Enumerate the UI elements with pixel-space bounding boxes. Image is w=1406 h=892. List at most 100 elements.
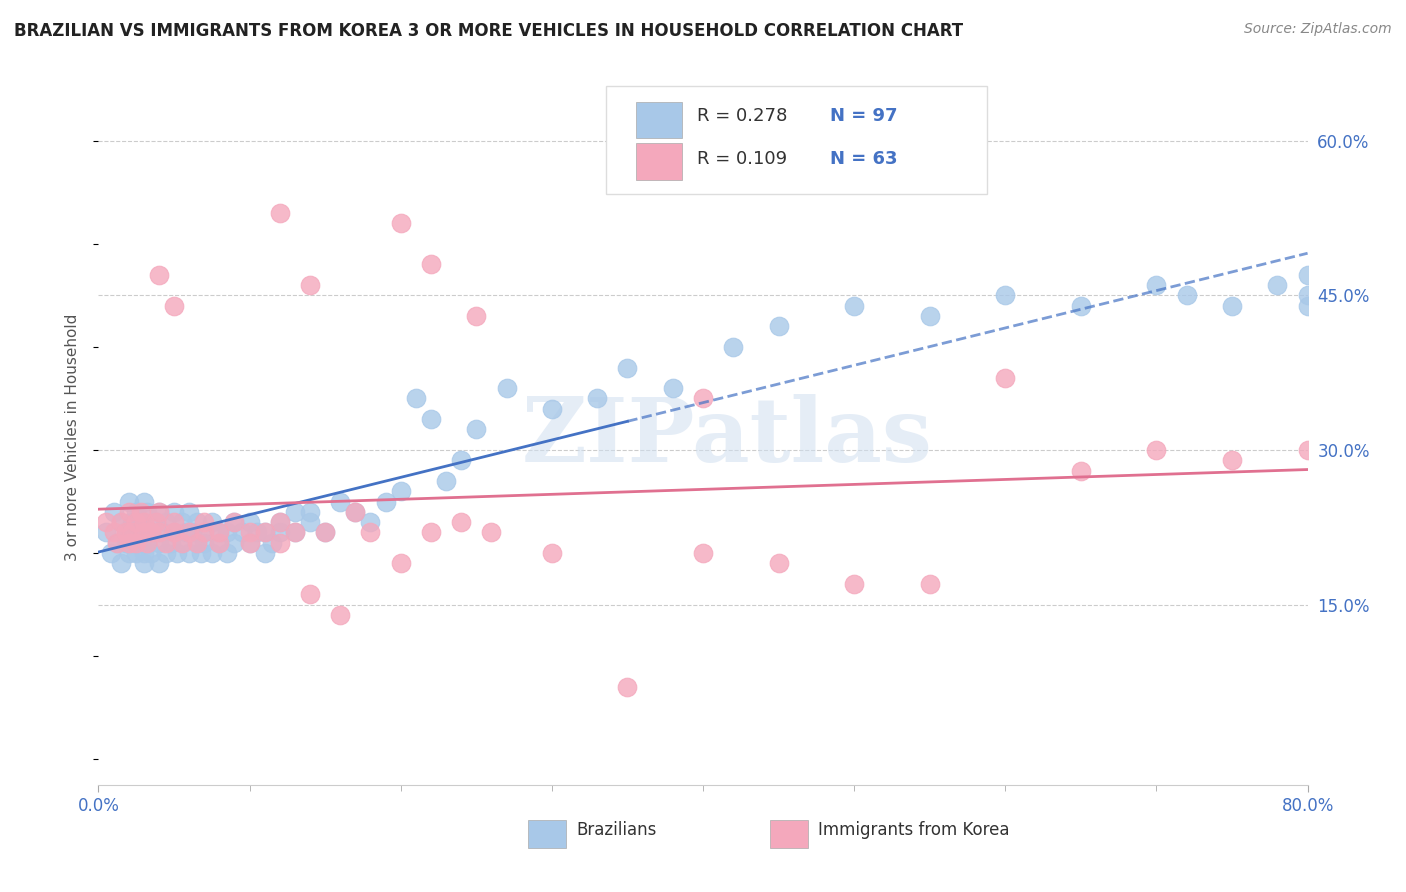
Point — [239, 525, 262, 540]
Point — [121, 525, 143, 540]
Point — [450, 453, 472, 467]
Point — [129, 515, 152, 529]
Point — [723, 340, 745, 354]
Point — [224, 535, 246, 549]
Point — [389, 484, 412, 499]
Point — [132, 494, 155, 508]
Point — [208, 525, 231, 540]
Point — [125, 515, 148, 529]
Point — [269, 206, 291, 220]
Point — [148, 505, 170, 519]
Point — [420, 257, 443, 271]
Point — [616, 360, 638, 375]
Point — [1175, 288, 1198, 302]
Point — [135, 505, 157, 519]
Point — [1070, 464, 1092, 478]
Point — [110, 515, 132, 529]
Point — [118, 535, 141, 549]
Point — [918, 577, 941, 591]
Point — [1220, 453, 1243, 467]
Point — [193, 525, 215, 540]
Point — [179, 525, 201, 540]
Point — [179, 546, 201, 560]
Point — [118, 494, 141, 508]
Point — [239, 535, 262, 549]
Point — [314, 525, 336, 540]
Point — [284, 525, 307, 540]
Point — [239, 535, 262, 549]
Y-axis label: 3 or more Vehicles in Household: 3 or more Vehicles in Household — [65, 313, 80, 561]
Point — [148, 535, 170, 549]
Point — [1296, 268, 1319, 282]
Point — [616, 680, 638, 694]
Point — [314, 525, 336, 540]
Point — [94, 515, 117, 529]
Point — [105, 535, 128, 549]
Point — [844, 299, 866, 313]
Point — [465, 422, 488, 436]
Point — [186, 535, 208, 549]
Point — [174, 525, 197, 540]
Point — [215, 525, 238, 540]
Point — [389, 216, 412, 230]
FancyBboxPatch shape — [637, 102, 682, 138]
Point — [163, 525, 186, 540]
Point — [145, 515, 167, 529]
Point — [132, 546, 155, 560]
Point — [224, 515, 246, 529]
Point — [253, 525, 276, 540]
Point — [94, 525, 117, 540]
Point — [208, 535, 231, 549]
Point — [190, 546, 212, 560]
Point — [148, 268, 170, 282]
Text: R = 0.278: R = 0.278 — [697, 106, 787, 125]
Point — [540, 401, 562, 416]
Point — [135, 535, 157, 549]
Point — [129, 535, 152, 549]
Point — [170, 535, 193, 549]
Point — [231, 525, 253, 540]
Point — [201, 546, 224, 560]
Point — [141, 546, 163, 560]
Point — [193, 515, 215, 529]
Point — [110, 515, 132, 529]
Point — [125, 525, 148, 540]
Point — [239, 515, 262, 529]
FancyBboxPatch shape — [527, 820, 567, 847]
Point — [1070, 299, 1092, 313]
Point — [100, 546, 122, 560]
Point — [160, 535, 183, 549]
Point — [163, 525, 186, 540]
Point — [208, 535, 231, 549]
Text: ZIPatlas: ZIPatlas — [522, 393, 932, 481]
Point — [132, 525, 155, 540]
Point — [269, 535, 291, 549]
Point — [201, 515, 224, 529]
Point — [299, 505, 322, 519]
Point — [215, 546, 238, 560]
Point — [181, 525, 204, 540]
Text: Source: ZipAtlas.com: Source: ZipAtlas.com — [1244, 22, 1392, 37]
Point — [269, 515, 291, 529]
Point — [299, 278, 322, 293]
Point — [768, 557, 790, 571]
Point — [1296, 299, 1319, 313]
Point — [125, 535, 148, 549]
Point — [299, 515, 322, 529]
Point — [141, 525, 163, 540]
FancyBboxPatch shape — [606, 86, 987, 194]
Point — [253, 525, 276, 540]
Point — [586, 392, 609, 406]
Point — [193, 535, 215, 549]
Point — [110, 557, 132, 571]
Point — [135, 535, 157, 549]
Point — [994, 288, 1017, 302]
Point — [193, 525, 215, 540]
Point — [121, 515, 143, 529]
Point — [405, 392, 427, 406]
Point — [224, 515, 246, 529]
Point — [768, 319, 790, 334]
Point — [269, 525, 291, 540]
Point — [329, 607, 352, 622]
Text: N = 63: N = 63 — [830, 150, 897, 168]
